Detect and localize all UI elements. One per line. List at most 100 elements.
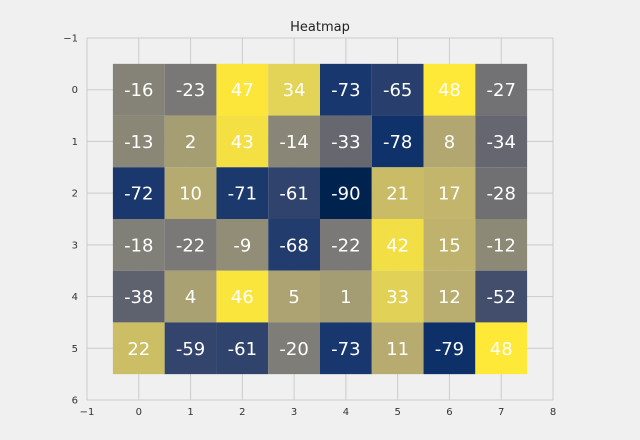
heatmap-cell-r1-c3: [268, 115, 320, 168]
cell-label-r4-c6: 12: [438, 287, 461, 308]
chart-title: Heatmap: [290, 20, 350, 35]
heatmap-cell-r5-c0: [112, 322, 165, 375]
heatmap-cell-r4-c7: [475, 270, 528, 323]
cell-label-r3-c6: 15: [438, 235, 461, 256]
cell-label-r1-c4: -33: [331, 132, 360, 153]
cell-label-r5-c1: -59: [176, 339, 205, 360]
cell-label-r2-c2: -71: [228, 184, 257, 205]
heatmap-cell-r3-c7: [475, 219, 528, 271]
y-tick-label: 3: [72, 240, 78, 251]
cell-label-r3-c0: -18: [124, 235, 153, 256]
heatmap-cell-r0-c6: [423, 63, 476, 116]
heatmap-cell-r5-c5: [371, 322, 424, 375]
heatmap-cell-r1-c0: [112, 115, 165, 168]
cell-label-r4-c1: 4: [185, 287, 196, 308]
cell-label-r0-c7: -27: [487, 80, 516, 101]
heatmap-cell-r4-c4: [320, 270, 372, 323]
x-tick-label: 0: [136, 407, 142, 418]
cell-label-r2-c1: 10: [179, 184, 202, 205]
cell-label-r3-c4: -22: [331, 235, 360, 256]
x-tick-label: 1: [187, 407, 193, 418]
cell-label-r5-c7: 48: [490, 339, 513, 360]
cell-label-r1-c2: 43: [231, 132, 254, 153]
x-tick-label: 8: [550, 407, 556, 418]
heatmap-cell-r2-c7: [475, 167, 528, 219]
cell-label-r2-c4: -90: [331, 184, 360, 205]
cell-label-r1-c3: -14: [279, 132, 308, 153]
heatmap-cell-r4-c1: [164, 270, 217, 323]
cell-label-r2-c5: 21: [386, 184, 409, 205]
heatmap-cell-r2-c3: [268, 167, 320, 219]
x-tick-label: 6: [446, 407, 452, 418]
heatmap-cell-r5-c6: [423, 322, 476, 375]
cell-label-r3-c3: -68: [279, 235, 308, 256]
heatmap-cell-r4-c2: [216, 270, 269, 323]
x-tick-label: −1: [80, 407, 95, 418]
x-axis-ticks: −1 0 1 2 3 4 5 6 7 8: [80, 407, 557, 418]
cell-label-r0-c0: -16: [124, 80, 153, 101]
y-axis-ticks: −1 0 1 2 3 4 5 6: [63, 34, 78, 407]
heatmap-cell-r1-c5: [371, 115, 424, 168]
cell-label-r4-c2: 46: [231, 287, 254, 308]
x-tick-label: 4: [343, 407, 349, 418]
y-tick-label: 6: [72, 396, 78, 407]
heatmap-cell-r2-c6: [423, 167, 476, 219]
x-tick-label: 5: [394, 407, 400, 418]
cell-label-r1-c5: -78: [383, 132, 412, 153]
cell-label-r0-c1: -23: [176, 80, 205, 101]
cell-label-r5-c2: -61: [228, 339, 257, 360]
cell-label-r5-c3: -20: [279, 339, 308, 360]
heatmap-cell-r2-c4: [320, 167, 372, 219]
heatmap-cell-r0-c1: [164, 63, 217, 116]
heatmap-cell-r3-c0: [112, 219, 165, 271]
cell-label-r4-c0: -38: [124, 287, 153, 308]
heatmap-cell-r2-c2: [216, 167, 269, 219]
cell-labels: -16 -23 47 34 -73 -65 48 -27 -13 2 43 -14 -33 -78 8 -34…: [124, 80, 516, 360]
cell-label-r0-c5: -65: [383, 80, 412, 101]
cell-label-r1-c1: 2: [185, 132, 196, 153]
cell-label-r3-c1: -22: [176, 235, 205, 256]
heatmap-cell-r0-c7: [475, 63, 528, 116]
cell-label-r3-c2: -9: [233, 235, 251, 256]
heatmap-cell-r0-c5: [371, 63, 424, 116]
heatmap-cell-r3-c6: [423, 219, 476, 271]
y-tick-label: 1: [72, 137, 78, 148]
heatmap-cell-r1-c4: [320, 115, 372, 168]
cell-label-r0-c2: 47: [231, 80, 254, 101]
heatmap-cell-r5-c2: [216, 322, 269, 375]
cell-label-r3-c5: 42: [386, 235, 409, 256]
cell-label-r4-c5: 33: [386, 287, 409, 308]
cell-label-r2-c3: -61: [279, 184, 308, 205]
x-tick-label: 3: [291, 407, 297, 418]
heatmap-cell-r3-c5: [371, 219, 424, 271]
heatmap-cell-r4-c0: [112, 270, 165, 323]
cell-label-r1-c6: 8: [444, 132, 455, 153]
heatmap-cells: [112, 63, 528, 375]
heatmap-cell-r5-c3: [268, 322, 320, 375]
heatmap-cell-r5-c1: [164, 322, 217, 375]
cell-label-r3-c7: -12: [487, 235, 516, 256]
y-tick-label: −1: [63, 34, 78, 45]
y-tick-label: 5: [72, 344, 78, 355]
cell-label-r2-c6: 17: [438, 184, 461, 205]
heatmap-cell-r1-c1: [164, 115, 217, 168]
heatmap-cell-r2-c5: [371, 167, 424, 219]
heatmap-cell-r1-c7: [475, 115, 528, 168]
y-tick-label: 2: [72, 189, 78, 200]
heatmap-cell-r3-c3: [268, 219, 320, 271]
heatmap-cell-r2-c0: [112, 167, 165, 219]
heatmap-cell-r2-c1: [164, 167, 217, 219]
cell-label-r2-c0: -72: [124, 184, 153, 205]
heatmap-cell-r3-c2: [216, 219, 269, 271]
x-tick-label: 7: [498, 407, 504, 418]
y-tick-label: 0: [72, 85, 78, 96]
cell-label-r5-c6: -79: [435, 339, 464, 360]
cell-label-r2-c7: -28: [487, 184, 516, 205]
y-tick-label: 4: [72, 292, 78, 303]
cell-label-r5-c5: 11: [386, 339, 409, 360]
cell-label-r0-c3: 34: [283, 80, 306, 101]
cell-label-r0-c6: 48: [438, 80, 461, 101]
heatmap-cell-r0-c3: [268, 63, 320, 116]
cell-label-r4-c7: -52: [487, 287, 516, 308]
